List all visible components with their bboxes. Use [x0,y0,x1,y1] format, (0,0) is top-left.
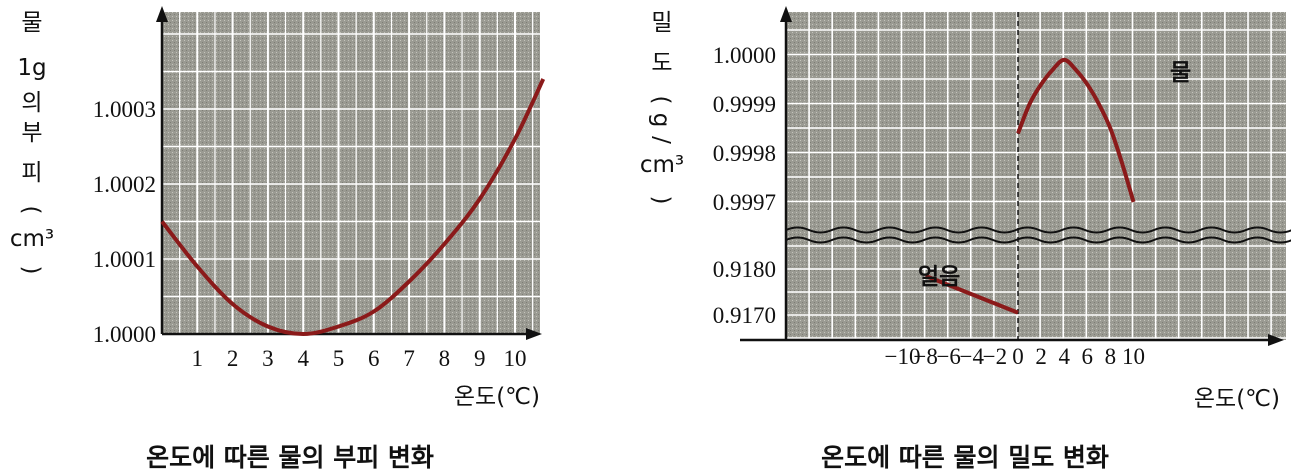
x-tick-label: 8 [439,346,451,371]
x-tick-label: −10 [885,344,921,369]
x-tick-label: −8 [913,344,937,369]
volume-chart: 1.0000 1.0001 1.0002 1.0003 1 2 3 4 5 6 7 8 9 10 물 1g… [10,6,546,472]
x-tick-label: 2 [1035,344,1047,369]
x-axis-label: 온도(℃) [1194,386,1280,412]
ice-density-line [924,274,1019,315]
x-tick-label: 10 [504,346,527,371]
y-tick-label: 0.9997 [713,190,776,215]
axes [156,6,542,340]
x-tick-labels: 1 2 3 4 5 6 7 8 9 10 [192,346,527,371]
x-tick-label: 3 [262,346,274,371]
y-tick-label: 1.0001 [93,247,156,272]
volume-curve [160,78,546,337]
y-axis-label-char: / [648,136,674,144]
y-axis-label-char: cm³ [640,152,684,178]
y-axis-label-char: ) [18,266,44,275]
axis-break [785,226,1291,244]
y-tick-label: 0.9180 [713,257,776,282]
x-tick-label: 1 [192,346,204,371]
y-axis-label-char: 의 [21,90,42,116]
density-chart-title: 온도에 따른 물의 밀도 변화 [821,443,1109,472]
y-axis-label-char: ( [18,206,44,215]
y-axis-label-char: 1g [17,55,46,81]
y-tick-label: 0.9999 [713,92,776,117]
x-tick-label: 6 [368,346,380,371]
y-tick-label: 1.0002 [93,172,156,197]
x-tick-label: 6 [1082,344,1094,369]
x-tick-label: 10 [1122,344,1145,369]
y-axis-arrow [780,6,792,22]
plot-area [786,12,1286,340]
y-axis-label-char: 피 [21,160,42,186]
y-axis-label: 밀도 ( g / cm³) [640,10,684,204]
y-axis-label-char: ) [648,196,674,205]
y-axis-label-char: 밀 [651,10,672,36]
x-tick-label: 2 [227,346,239,371]
y-axis-label-char: g [648,113,674,128]
x-tick-label: −2 [983,344,1007,369]
x-tick-label: −4 [960,344,985,369]
water-series-label: 물 [1170,60,1191,86]
y-tick-label: 0.9998 [713,141,776,166]
y-axis-arrow [156,6,168,22]
y-axis-label: 물 1g 의부피 ( cm³) [10,10,54,274]
x-axis-arrow [1268,334,1284,346]
y-axis-label-char: 부 [21,120,42,146]
x-tick-label: 4 [1058,344,1070,369]
x-axis-label: 온도(℃) [454,384,540,410]
y-axis-label-char: ( [648,96,674,105]
x-axis-arrow [526,328,542,340]
y-axis-label-char: 물 [21,10,42,36]
x-tick-labels: −10−8−6−4−2 0 2 4 6 8 10 [885,344,1145,369]
y-tick-labels: 1.0000 0.9999 0.9998 0.9997 0.9180 0.9170 [713,43,776,328]
x-tick-label: 7 [403,346,415,371]
axis-break-wave [785,236,1291,244]
x-tick-label: 5 [333,346,345,371]
density-chart: 1.0000 0.9999 0.9998 0.9997 0.9180 0.9170 −10… [640,6,1291,472]
axis-break-wave [785,226,1291,234]
plot-area [162,12,540,334]
water-density-curve [1016,57,1136,203]
y-tick-label: 1.0003 [93,97,156,122]
ice-series-label: 얼음 [918,264,960,290]
y-tick-labels: 1.0000 1.0001 1.0002 1.0003 [93,97,156,347]
axes [740,6,1284,346]
y-axis-label-char: 도 [651,50,672,76]
x-tick-label: 0 [1012,344,1024,369]
x-tick-label: 9 [474,346,486,371]
y-axis-label-char: cm³ [10,226,54,252]
y-tick-label: 0.9170 [713,303,776,328]
x-tick-label: 8 [1105,344,1117,369]
volume-chart-title: 온도에 따른 물의 부피 변화 [146,443,434,472]
y-tick-label: 1.0000 [713,43,776,68]
y-tick-label: 1.0000 [93,322,156,347]
x-tick-label: −6 [936,344,960,369]
x-tick-label: 4 [297,346,309,371]
